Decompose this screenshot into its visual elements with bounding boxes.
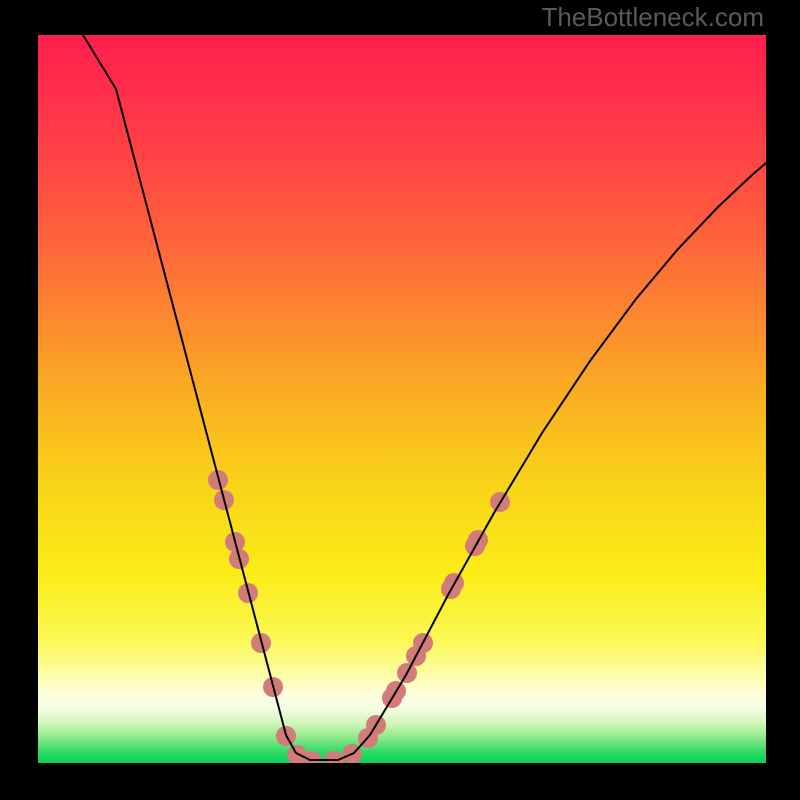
watermark-text: TheBottleneck.com — [541, 2, 764, 33]
gradient-background — [38, 35, 766, 763]
chart-canvas: TheBottleneck.com — [0, 0, 800, 800]
plot-area — [38, 35, 766, 763]
